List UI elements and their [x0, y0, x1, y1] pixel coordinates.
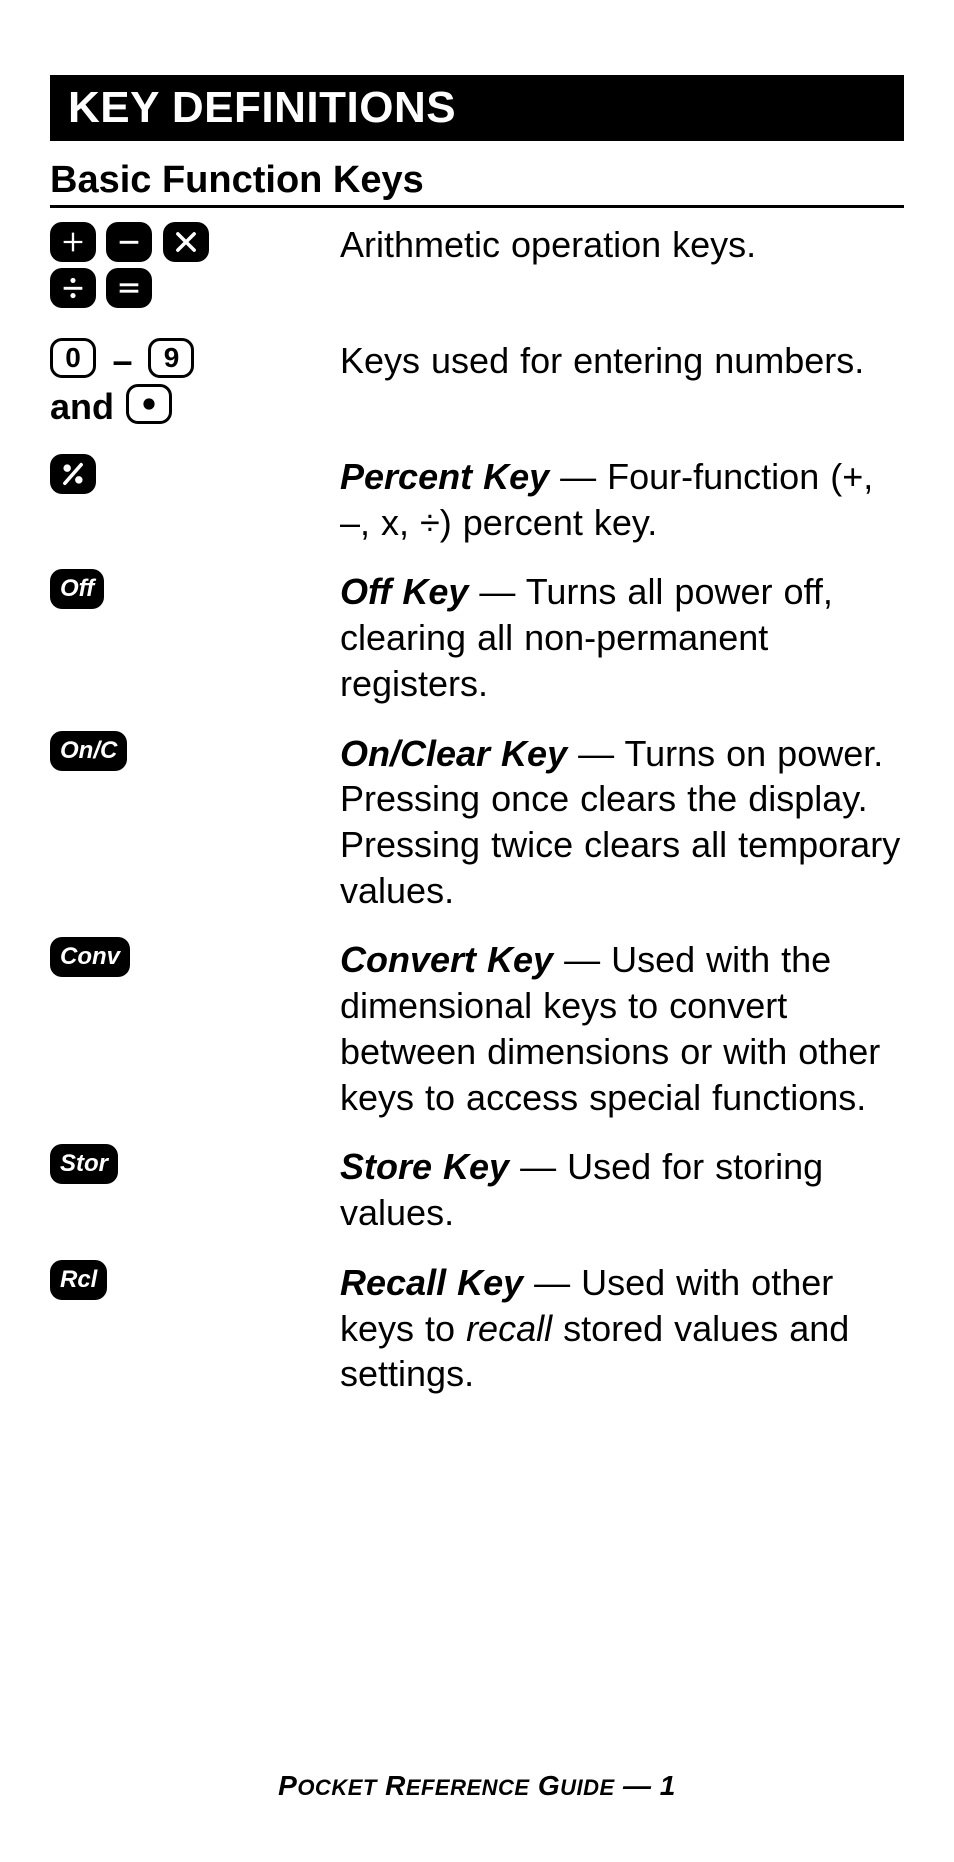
key-column: Off — [50, 569, 340, 706]
on-clear-key-icon: On/C — [50, 731, 127, 771]
recall-key-icon: Rcl — [50, 1260, 107, 1300]
definition-term: Convert Key — [340, 939, 553, 980]
key-column: Conv — [50, 937, 340, 1120]
page: KEY DEFINITIONS Basic Function Keys — [0, 0, 954, 1397]
minus-key-icon — [106, 222, 152, 262]
definition-list: Arithmetic operation keys. 0 – 9 and Key… — [50, 222, 904, 1397]
definition-row: Percent Key — Four-func­tion (+, –, x, ÷… — [50, 454, 904, 545]
off-key-icon: Off — [50, 569, 104, 609]
footer-text: POCKET REFERENCE GUIDE — [278, 1770, 615, 1801]
store-key-icon: Stor — [50, 1144, 118, 1184]
digit-nine-key-icon: 9 — [148, 338, 194, 378]
section-heading: Basic Function Keys — [50, 159, 904, 208]
definition-row: Stor Store Key — Used for stor­ing value… — [50, 1144, 904, 1235]
decimal-point-key-icon — [126, 384, 172, 424]
equals-key-icon — [106, 268, 152, 308]
definition-text: On/Clear Key — Turns on power. Pressing … — [340, 731, 904, 914]
footer-page-number: 1 — [660, 1770, 676, 1801]
definition-text: Keys used for entering numbers. — [340, 338, 904, 430]
definition-row: Conv Convert Key — Used with the dimensi… — [50, 937, 904, 1120]
key-column — [50, 222, 340, 314]
definition-row: On/C On/Clear Key — Turns on power. Pres… — [50, 731, 904, 914]
key-column: Rcl — [50, 1260, 340, 1397]
definition-desc-ital: recall — [466, 1308, 552, 1349]
definition-desc: Keys used for entering numbers. — [340, 340, 864, 381]
definition-term: Store Key — [340, 1146, 509, 1187]
key-column: 0 – 9 and — [50, 338, 340, 430]
definition-term: Percent Key — [340, 456, 549, 497]
definition-row: Arithmetic operation keys. — [50, 222, 904, 314]
page-footer: POCKET REFERENCE GUIDE — 1 — [0, 1770, 954, 1802]
definition-row: Rcl Recall Key — Used with other keys to… — [50, 1260, 904, 1397]
definition-desc: Arithmetic operation keys. — [340, 224, 756, 265]
convert-key-icon: Conv — [50, 937, 130, 977]
definition-text: Percent Key — Four-func­tion (+, –, x, ÷… — [340, 454, 904, 545]
key-column: Stor — [50, 1144, 340, 1235]
definition-text: Convert Key — Used with the dimensional … — [340, 937, 904, 1120]
definition-term: Off Key — [340, 571, 468, 612]
definition-row: 0 – 9 and Keys used for entering numbers… — [50, 338, 904, 430]
page-title: KEY DEFINITIONS — [68, 83, 456, 132]
times-key-icon — [163, 222, 209, 262]
range-dash: – — [112, 340, 142, 381]
and-label: and — [50, 386, 114, 427]
divide-key-icon — [50, 268, 96, 308]
footer-dash: — — [615, 1770, 660, 1801]
definition-term: Recall Key — [340, 1262, 523, 1303]
key-column: On/C — [50, 731, 340, 914]
digit-zero-key-icon: 0 — [50, 338, 96, 378]
percent-key-icon — [50, 454, 96, 494]
definition-text: Off Key — Turns all power off, clearing … — [340, 569, 904, 706]
plus-key-icon — [50, 222, 96, 262]
key-column — [50, 454, 340, 545]
definition-text: Store Key — Used for stor­ing values. — [340, 1144, 904, 1235]
definition-row: Off Off Key — Turns all power off, clear… — [50, 569, 904, 706]
definition-text: Recall Key — Used with other keys to rec… — [340, 1260, 904, 1397]
section-heading-text: Basic Function Keys — [50, 159, 424, 201]
page-title-bar: KEY DEFINITIONS — [50, 75, 904, 141]
definition-text: Arithmetic operation keys. — [340, 222, 904, 314]
definition-term: On/Clear Key — [340, 733, 567, 774]
